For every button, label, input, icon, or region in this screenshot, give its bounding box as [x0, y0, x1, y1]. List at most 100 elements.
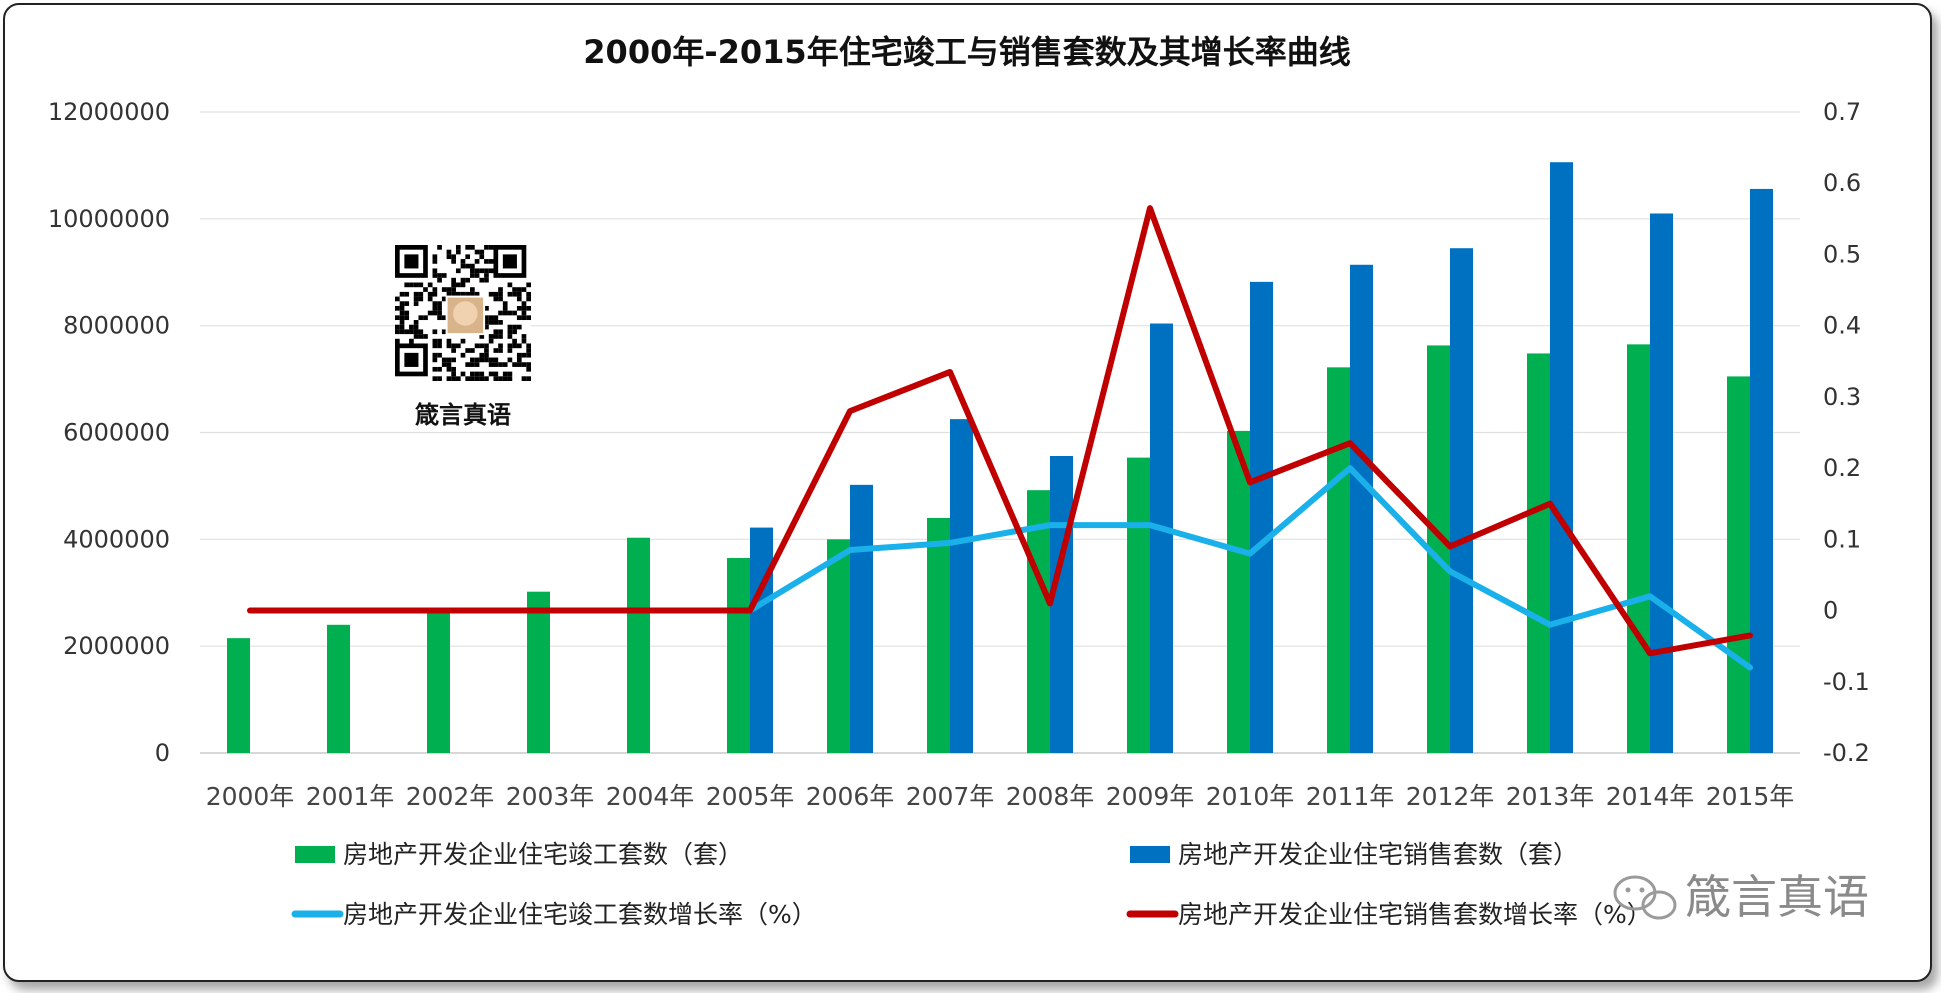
qr-module [399, 329, 405, 335]
x-tick-label: 2010年 [1206, 782, 1295, 811]
qr-module [507, 310, 513, 316]
qr-module [413, 282, 419, 288]
qr-module [507, 291, 513, 297]
qr-module [455, 343, 461, 349]
qr-module [432, 357, 438, 363]
bar [1750, 188, 1773, 754]
bar [1427, 345, 1450, 753]
qr-module [437, 305, 442, 311]
qr-module [413, 329, 419, 335]
qr-module [427, 310, 433, 316]
left-tick-label: 4000000 [63, 525, 170, 553]
qr-module [502, 371, 508, 377]
qr-module [498, 348, 503, 353]
qr-module [493, 320, 499, 325]
qr-module [437, 277, 442, 283]
qr-module [484, 245, 489, 250]
qr-module [507, 334, 513, 339]
qr-module [446, 357, 452, 363]
qr-module [409, 329, 414, 335]
qr-module [479, 277, 485, 283]
left-y-axis: 0 2000000 4000000 6000000 8000000 10000000 120… [48, 98, 170, 767]
qr-module [488, 334, 494, 339]
qr-module [502, 301, 508, 306]
qr-module [526, 305, 531, 311]
qr-module [484, 352, 489, 358]
qr-module [451, 277, 456, 283]
qr-module [498, 343, 503, 349]
legend-label: 房地产开发企业住宅竣工套数增长率（%） [343, 900, 817, 929]
qr-module [521, 305, 527, 311]
qr-module [460, 282, 466, 288]
qr-module [474, 273, 480, 278]
qr-module [521, 376, 527, 381]
qr-module [484, 357, 489, 363]
bar [427, 608, 450, 753]
qr-module [474, 291, 480, 297]
qr-module [516, 324, 522, 330]
qr-module [470, 273, 475, 278]
qr-module [418, 329, 424, 335]
qr-module [516, 315, 522, 321]
sales-growth-line [247, 205, 1753, 657]
legend-label: 房地产开发企业住宅销售套数增长率（%） [1178, 900, 1652, 929]
qr-module [395, 296, 400, 302]
qr-module [399, 320, 405, 325]
qr-module [474, 259, 480, 264]
qr-module [493, 315, 499, 321]
qr-module [484, 343, 489, 349]
x-tick-label: 2004年 [606, 782, 695, 811]
qr-module [507, 329, 513, 335]
qr-module [493, 296, 499, 302]
qr-module [521, 287, 527, 292]
right-tick-label: -0.1 [1823, 668, 1870, 696]
qr-module [409, 338, 414, 344]
qr-module [507, 343, 513, 349]
qr-module [512, 324, 517, 330]
qr-module [423, 334, 428, 339]
qr-module [395, 324, 400, 330]
right-tick-label: 0.2 [1823, 454, 1861, 482]
legend-swatch [1130, 846, 1170, 863]
qr-module [404, 282, 410, 288]
qr-module [465, 376, 471, 381]
qr-module [437, 352, 442, 358]
qr-module [521, 352, 527, 358]
chart-title: 2000年-2015年住宅竣工与销售套数及其增长率曲线 [583, 33, 1350, 71]
qr-module [479, 268, 485, 274]
qr-module [399, 305, 405, 311]
qr-module [437, 315, 442, 321]
qr-module [465, 263, 471, 269]
qr-module [507, 324, 513, 330]
left-tick-label: 0 [155, 739, 170, 767]
x-tick-label: 2000年 [206, 782, 295, 811]
qr-module [395, 315, 400, 321]
qr-module [404, 315, 410, 321]
qr-module [460, 277, 466, 283]
right-tick-label: -0.2 [1823, 739, 1870, 767]
qr-module [479, 371, 485, 377]
qr-module [493, 371, 499, 377]
bar [950, 419, 973, 753]
qr-module [455, 249, 461, 255]
qr-module [427, 296, 433, 302]
x-tick-label: 2006年 [806, 782, 895, 811]
watermark: 箴言真语 [1613, 870, 1869, 924]
qr-module [526, 352, 531, 358]
right-tick-label: 0.6 [1823, 169, 1861, 197]
qr-module [521, 315, 527, 321]
legend-label: 房地产开发企业住宅销售套数（套） [1178, 840, 1578, 869]
qr-module [399, 310, 405, 316]
bar [1250, 281, 1273, 753]
qr-module [502, 362, 508, 367]
qr-module [498, 329, 503, 335]
bar [1650, 213, 1673, 753]
qr-module [446, 366, 452, 372]
qr-module [455, 291, 461, 297]
legend: 房地产开发企业住宅竣工套数（套） 房地产开发企业住宅销售套数（套） 房地产开发企业住… [291, 840, 1652, 929]
qr-module [413, 301, 419, 306]
qr-module [441, 273, 447, 278]
legend-swatch [295, 846, 335, 863]
bar [1327, 367, 1350, 753]
x-tick-label: 2002年 [406, 782, 495, 811]
